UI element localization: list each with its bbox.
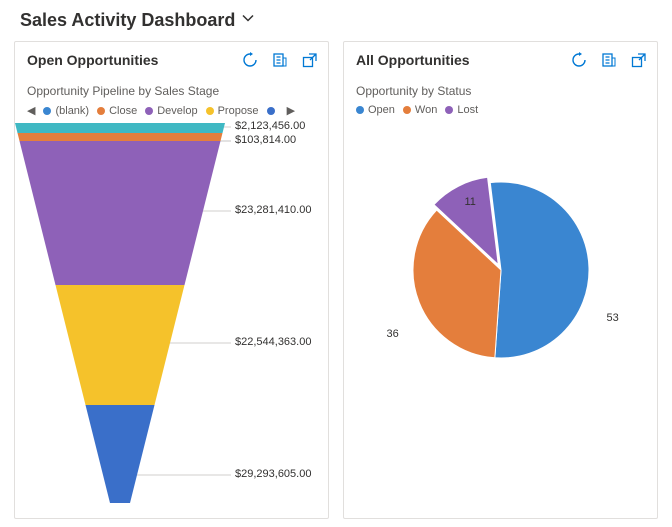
legend-item: Close [97, 105, 137, 117]
legend-label: Open [368, 104, 395, 116]
legend-dot-icon [43, 107, 51, 115]
panel-title: All Opportunities [356, 52, 571, 68]
popout-icon[interactable] [631, 52, 647, 68]
view-records-icon[interactable] [601, 52, 617, 68]
funnel-value-label: $23,281,410.00 [235, 204, 311, 216]
funnel-value-label: $2,123,456.00 [235, 120, 305, 132]
legend-label: Close [109, 105, 137, 117]
legend-item: (blank) [43, 105, 89, 117]
dashboard-title-row[interactable]: Sales Activity Dashboard [14, 6, 658, 41]
pie-chart[interactable]: 11 53 36 [344, 162, 657, 519]
refresh-icon[interactable] [242, 52, 258, 68]
pie-legend: Open Won Lost [344, 102, 657, 122]
chart-title: Opportunity Pipeline by Sales Stage [15, 74, 328, 102]
funnel-segment[interactable] [20, 141, 221, 285]
pie-slice[interactable] [490, 182, 589, 358]
panel-all-opportunities: All Opportunities Opportunity by Status … [343, 41, 658, 519]
panel-open-opportunities: Open Opportunities Opportunity Pipeline … [14, 41, 329, 519]
legend-dot-icon [145, 107, 153, 115]
legend-dot-icon [403, 106, 411, 114]
legend-label: Develop [157, 105, 197, 117]
funnel-segment[interactable] [18, 133, 223, 141]
pie-value-label: 53 [607, 312, 619, 324]
legend-dot-icon [206, 107, 214, 115]
legend-item: Won [403, 104, 437, 116]
funnel-value-label: $29,293,605.00 [235, 468, 311, 480]
refresh-icon[interactable] [571, 52, 587, 68]
legend-item: Develop [145, 105, 197, 117]
legend-dot-icon [97, 107, 105, 115]
legend-label: Propose [218, 105, 259, 117]
funnel-segment[interactable] [15, 123, 225, 133]
legend-label: Won [415, 104, 437, 116]
legend-prev-icon[interactable]: ◀ [27, 104, 35, 117]
view-records-icon[interactable] [272, 52, 288, 68]
legend-dot-icon [356, 106, 364, 114]
panel-title: Open Opportunities [27, 52, 242, 68]
legend-item: Open [356, 104, 395, 116]
legend-next-icon[interactable]: ▶ [287, 104, 295, 117]
funnel-chart[interactable]: $2,123,456.00 $103,814.00 $23,281,410.00 $2… [15, 123, 328, 519]
funnel-segment[interactable] [86, 405, 155, 503]
legend-item: Lost [445, 104, 478, 116]
chart-title: Opportunity by Status [344, 74, 657, 102]
legend-label: (blank) [55, 105, 89, 117]
legend-dot-icon [267, 107, 275, 115]
pie-value-label: 11 [465, 196, 476, 208]
legend-dot-icon [445, 106, 453, 114]
legend-item [267, 105, 279, 117]
popout-icon[interactable] [302, 52, 318, 68]
pie-value-label: 36 [387, 328, 399, 340]
legend-label: Lost [457, 104, 478, 116]
legend-item: Propose [206, 105, 259, 117]
funnel-segment[interactable] [56, 285, 185, 405]
chevron-down-icon [241, 11, 255, 30]
funnel-value-label: $103,814.00 [235, 134, 296, 146]
funnel-value-label: $22,544,363.00 [235, 336, 311, 348]
dashboard-title: Sales Activity Dashboard [20, 10, 235, 31]
